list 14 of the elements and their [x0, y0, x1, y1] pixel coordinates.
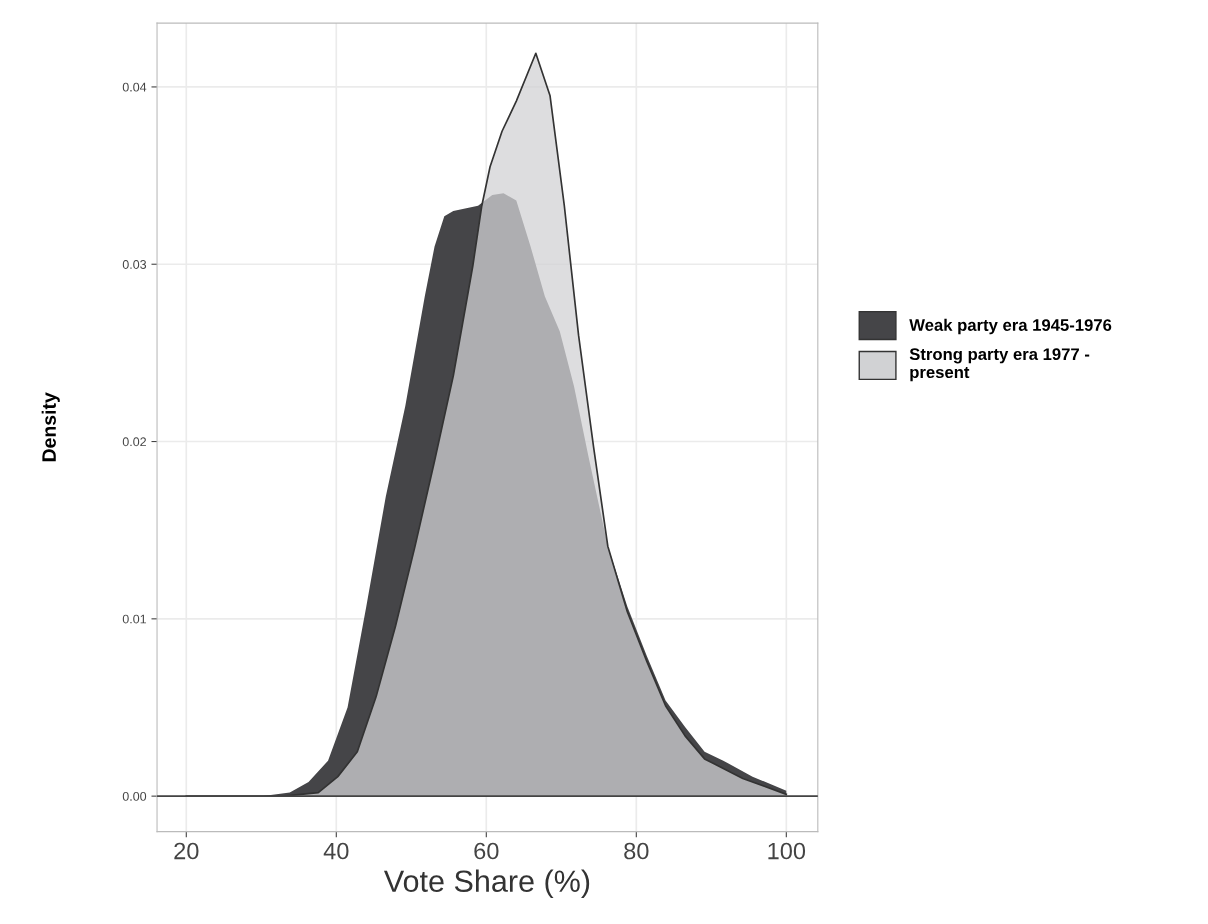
x-tick-label: 80: [624, 842, 649, 860]
legend-label: Weak party era 1945-1976: [909, 318, 1112, 335]
legend-label: Strong party era 1977 - present: [909, 348, 1090, 382]
x-tick-label: 100: [768, 842, 806, 860]
x-tick-label: 60: [474, 842, 499, 860]
y-tick-label: 0.01: [122, 614, 147, 624]
x-axis-title: Vote Share (%): [383, 869, 590, 899]
y-tick-label: 0.00: [122, 791, 147, 801]
y-tick-label: 0.02: [122, 437, 146, 447]
y-tick-label: 0.03: [122, 260, 147, 269]
y-axis-title: Density: [41, 392, 60, 462]
x-tick-label: 20: [174, 842, 199, 860]
y-tick-label: 0.04: [122, 82, 147, 92]
x-tick-label: 40: [323, 842, 349, 860]
